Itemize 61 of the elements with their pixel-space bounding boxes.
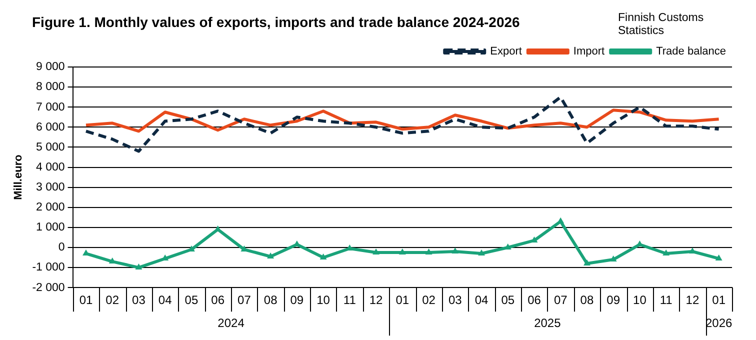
point	[452, 248, 459, 254]
y-tick-label: 3 000	[36, 182, 65, 194]
x-tick-label: 09	[606, 293, 620, 308]
text: 2026	[705, 316, 732, 330]
y-tick-label: 4 000	[36, 161, 65, 174]
y-tick-label: 0	[58, 242, 65, 254]
x-tick-label: 06	[211, 293, 225, 308]
y-axis-title: Mill.euro	[12, 154, 25, 200]
chart-subtitle: Finnish Customs Statistics	[618, 12, 705, 38]
x-tick-label: 10	[633, 293, 647, 308]
x-tick-label: 01	[79, 293, 93, 308]
y-tick-label: 7 000	[36, 101, 65, 114]
x-tick-label: 01	[396, 293, 410, 308]
point	[610, 256, 617, 262]
point	[662, 250, 670, 256]
chart-title: Figure 1. Monthly values of exports, imports and trade balance 2024-2026	[32, 14, 520, 30]
point	[715, 254, 722, 261]
point	[372, 248, 380, 255]
point	[584, 260, 590, 266]
x-tick-label: 06	[528, 293, 542, 308]
legend-label: Trade balance	[656, 46, 726, 58]
legend-label: Import	[573, 46, 605, 58]
x-tick-label: 05	[501, 293, 515, 308]
x-tick-label: 05	[184, 293, 198, 308]
x-tick-label: 08	[264, 293, 278, 308]
y-tick-label: -1 000	[32, 262, 65, 274]
x-tick-label: 04	[474, 293, 488, 308]
legend-label: Export	[490, 46, 522, 58]
x-tick-label: 01	[712, 293, 726, 308]
y-tick-label: -2 000	[32, 282, 65, 294]
point	[135, 264, 142, 270]
x-tick-label: 04	[158, 293, 172, 308]
x-tick-label: 12	[686, 293, 700, 308]
point	[425, 248, 432, 255]
x-tick-label: 03	[132, 293, 146, 308]
x-tick-label: 11	[660, 293, 673, 308]
point	[267, 252, 274, 259]
y-tick-label: 9 000	[36, 61, 65, 74]
y-tick-label: 1 000	[36, 222, 65, 234]
x-tick-label: 12	[369, 293, 384, 308]
x-tick-label: 02	[106, 293, 120, 308]
x-tick-label: 09	[290, 293, 304, 308]
point	[320, 254, 327, 260]
point	[398, 248, 406, 255]
x-tick-label: 02	[422, 293, 436, 308]
x-tick-label: 08	[580, 293, 594, 308]
x-tick-label: 11	[343, 293, 356, 308]
y-tick-label: 8 000	[36, 81, 65, 94]
text: 2025	[534, 316, 562, 330]
x-tick-label: 07	[554, 293, 568, 308]
y-tick-label: 2 000	[36, 202, 65, 214]
line-series	[84, 96, 720, 153]
y-tick-label: 6 000	[36, 121, 65, 134]
point	[557, 217, 564, 224]
point	[214, 225, 222, 232]
x-tick-label: 07	[238, 293, 252, 308]
text: 2024	[218, 316, 245, 330]
x-tick-label: 10	[316, 293, 330, 308]
x-tick-label: 03	[448, 293, 462, 308]
point	[478, 250, 485, 256]
y-tick-label: 5 000	[36, 141, 65, 154]
